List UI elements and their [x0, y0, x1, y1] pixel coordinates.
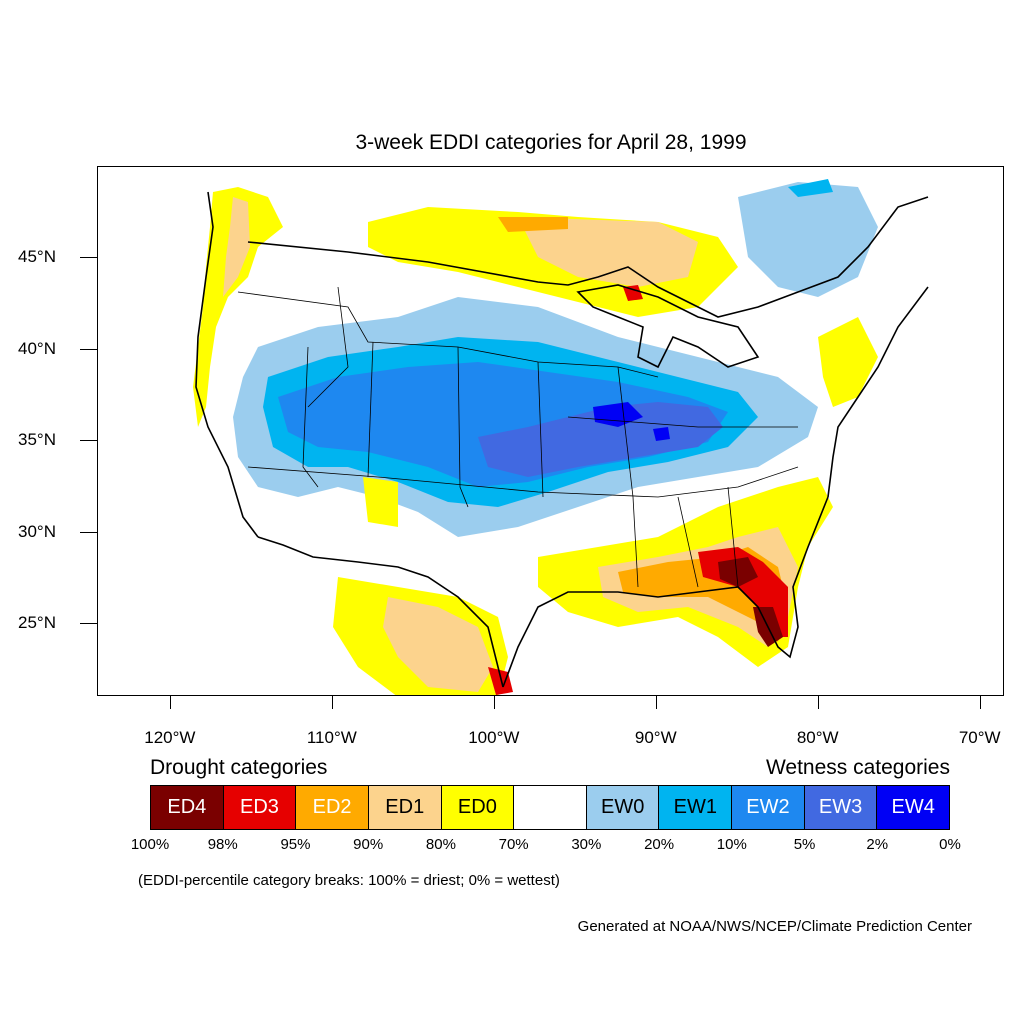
legend-break-label: 5%: [793, 836, 816, 853]
lat-tick: [80, 257, 97, 259]
field-ew4-core: [593, 402, 643, 427]
legend-break-label: 20%: [644, 836, 675, 853]
legend-break-label: 95%: [280, 836, 311, 853]
legend-break-label: 80%: [425, 836, 456, 853]
legend-break-label: 10%: [716, 836, 747, 853]
field-ed3-texas: [488, 667, 513, 695]
legend-break-label: 2%: [866, 836, 889, 853]
legend-break-label: 0%: [939, 836, 961, 853]
map-title: 3-week EDDI categories for April 28, 199…: [355, 131, 747, 154]
field-ed0-new-mexico: [363, 477, 398, 527]
field-ed0-northeast: [818, 317, 878, 407]
west-coastline: [195, 191, 259, 538]
lon-tick-label: 120°W: [144, 728, 196, 747]
field-ed1-north: [518, 217, 698, 287]
lon-tick-label: 70°W: [958, 728, 1001, 747]
lat-tick-label: 35°N: [18, 430, 56, 450]
lat-tick-label: 45°N: [18, 247, 56, 267]
great-lakes: [576, 284, 760, 369]
lon-tick: [655, 696, 657, 709]
state-lines: [237, 286, 799, 588]
drought-heading: Drought categories: [150, 756, 328, 779]
legend-swatch-ed1: ED1: [368, 786, 442, 829]
legend-swatch-ew0: EW0: [586, 786, 660, 829]
legend-swatch-ed0: ED0: [441, 786, 515, 829]
legend-swatch-ew2: EW2: [732, 786, 805, 829]
field-ed0-west-coast: [193, 187, 283, 427]
lat-tick-label: 25°N: [18, 612, 56, 632]
us-canada-border: [247, 196, 929, 318]
mexico-border: [257, 536, 504, 688]
eddi-map: [193, 179, 929, 695]
east-coastline: [827, 286, 929, 498]
legend-swatch-ed2: ED2: [296, 786, 369, 829]
field-ed4-georgia: [718, 557, 758, 587]
legend-break-label: 100%: [130, 836, 170, 853]
lon-tick: [817, 696, 819, 709]
field-ew0-canada: [738, 182, 878, 297]
lat-tick: [80, 531, 97, 533]
legend-swatch-neutral: [514, 786, 587, 829]
legend-break-label: 98%: [207, 836, 238, 853]
map-panel: [97, 166, 1004, 696]
lat-tick: [80, 348, 97, 350]
legend-note: (EDDI-percentile category breaks: 100% =…: [138, 872, 560, 889]
category-fields: [193, 179, 878, 695]
lat-tick: [80, 440, 97, 442]
lon-tick-label: 90°W: [634, 728, 677, 747]
field-ew4-core-2: [653, 427, 670, 441]
field-ew3-central: [478, 402, 723, 477]
lat-tick-label: 30°N: [18, 521, 56, 541]
field-ed2-north: [498, 217, 568, 232]
credit-line: Generated at NOAA/NWS/NCEP/Climate Predi…: [577, 918, 972, 935]
field-ed1-pnw: [223, 197, 250, 297]
lon-tick: [331, 696, 333, 709]
lon-tick-label: 100°W: [468, 728, 520, 747]
lon-tick: [979, 696, 981, 709]
lon-tick-label: 80°W: [796, 728, 839, 747]
lat-tick-label: 40°N: [18, 338, 56, 358]
field-ed1-mexico: [383, 597, 493, 692]
lon-tick: [493, 696, 495, 709]
legend-swatch-ed4: ED4: [151, 786, 224, 829]
lat-tick: [80, 622, 97, 624]
legend-swatch-ew3: EW3: [804, 786, 878, 829]
lon-tick: [169, 696, 171, 709]
legend-swatch-ew4: EW4: [877, 786, 950, 829]
legend-swatch-ew1: EW1: [659, 786, 733, 829]
legend-swatch-ed3: ED3: [223, 786, 297, 829]
lon-tick-label: 110°W: [306, 728, 357, 747]
field-ed3-mi: [623, 285, 643, 301]
legend-colorbar: ED4 ED3 ED2 ED1 ED0 EW0 EW1 EW2 EW3 EW4: [150, 785, 950, 830]
wetness-heading: Wetness categories: [765, 756, 950, 779]
field-ew1-canada: [788, 179, 833, 197]
legend-break-label: 70%: [498, 836, 529, 853]
legend-break-label: 90%: [353, 836, 384, 853]
legend-break-label: 30%: [571, 836, 602, 853]
